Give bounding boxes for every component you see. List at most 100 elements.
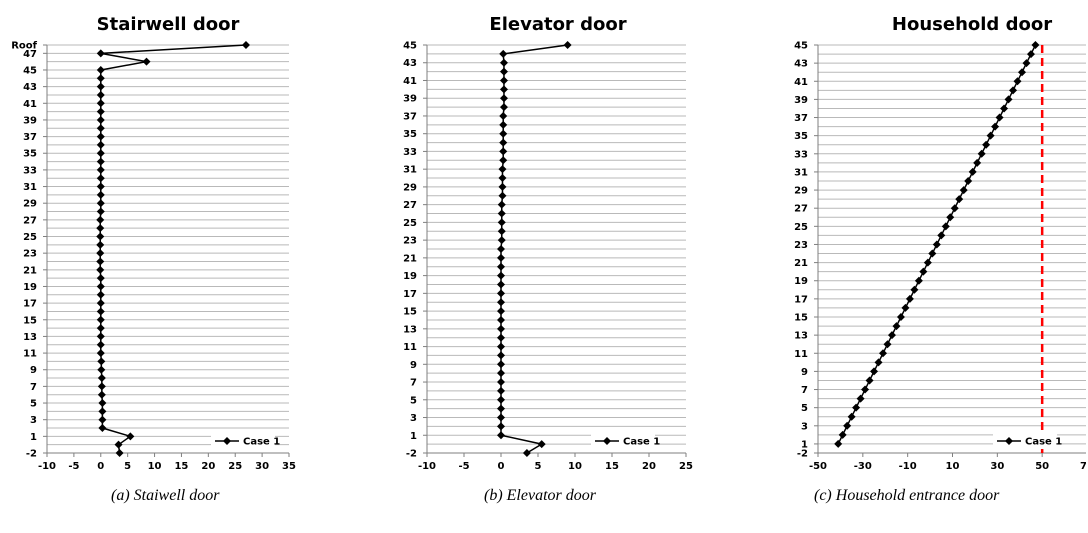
- data-point: [98, 415, 107, 424]
- x-tick-label: 30: [990, 461, 1004, 472]
- data-point: [96, 240, 105, 249]
- y-tick-label: 39: [794, 95, 808, 106]
- chart-title: Stairwell door: [97, 14, 240, 35]
- data-point: [537, 440, 546, 449]
- y-tick-label: 17: [23, 299, 37, 310]
- data-point: [1009, 86, 1018, 95]
- x-tick-label: -5: [458, 461, 469, 472]
- data-point: [901, 303, 910, 312]
- legend-marker: [223, 437, 231, 445]
- y-tick-label: 3: [410, 413, 417, 424]
- data-point: [96, 65, 105, 74]
- household-door-chart: Household door 45 43 41 39 37 35 33 31 29 27 25 23 21…: [736, 0, 1086, 533]
- x-tick-label: 15: [174, 461, 188, 472]
- data-point: [852, 403, 861, 412]
- data-point: [497, 253, 505, 262]
- data-point: [96, 74, 105, 83]
- y-tick-label: 45: [403, 41, 417, 52]
- data-point: [96, 99, 105, 108]
- data-point: [497, 395, 505, 404]
- data-point: [96, 315, 105, 324]
- data-point: [497, 298, 505, 307]
- data-point: [991, 122, 1000, 131]
- data-point: [986, 131, 995, 140]
- y-tick-label: 31: [23, 182, 37, 193]
- stairwell-door-chart-svg: Stairwell doorRoof4745434139373533312927…: [11, 14, 296, 472]
- data-point: [856, 394, 865, 403]
- legend-marker: [603, 437, 611, 445]
- data-point: [887, 331, 896, 340]
- data-point: [843, 421, 852, 430]
- y-tick-label: 7: [410, 378, 417, 389]
- y-tick-label: 15: [794, 313, 808, 324]
- x-tick-label: 20: [201, 461, 215, 472]
- y-tick-label: 25: [794, 222, 808, 233]
- data-point: [96, 199, 105, 208]
- data-point: [497, 236, 506, 245]
- data-point: [98, 407, 107, 416]
- y-tick-label: -2: [406, 449, 417, 460]
- y-tick-label: 39: [23, 115, 37, 126]
- data-point: [1000, 104, 1009, 113]
- data-point: [896, 313, 905, 321]
- data-point: [96, 207, 105, 216]
- y-tick-label: 45: [794, 41, 808, 52]
- y-tick-label: 9: [410, 360, 417, 371]
- data-point: [497, 280, 505, 289]
- data-point: [499, 103, 508, 112]
- y-tick-label: 9: [30, 365, 37, 376]
- data-point: [946, 213, 955, 222]
- data-point: [522, 449, 531, 457]
- data-point: [497, 271, 505, 280]
- data-point: [865, 376, 874, 385]
- y-tick-label: 1: [30, 432, 37, 443]
- y-tick-label: 41: [403, 76, 417, 87]
- household-door-chart-svg: Household door45434139373533312927252321…: [794, 14, 1086, 472]
- elevator-door-chart-svg: Elevator door454341393735333129272523211…: [403, 14, 693, 472]
- data-point: [497, 386, 505, 395]
- data-point: [497, 200, 506, 209]
- data-point: [97, 382, 106, 391]
- data-point: [498, 174, 507, 183]
- data-point: [114, 440, 123, 449]
- y-tick-label: 21: [794, 258, 808, 269]
- y-tick-label: 7: [30, 382, 37, 393]
- data-point: [497, 360, 505, 369]
- y-tick-label: 27: [794, 204, 808, 215]
- data-point: [968, 167, 977, 176]
- data-point: [497, 262, 505, 271]
- y-tick-label: 9: [801, 367, 808, 378]
- data-point: [497, 351, 505, 360]
- data-point: [870, 367, 879, 376]
- y-tick-label: 3: [801, 421, 808, 432]
- x-tick-label: -10: [38, 461, 56, 472]
- data-point: [497, 227, 506, 236]
- data-point: [1026, 50, 1035, 59]
- data-point: [499, 94, 508, 103]
- data-point: [497, 369, 505, 378]
- data-point: [914, 276, 923, 285]
- data-point: [982, 140, 991, 149]
- x-tick-label: 10: [946, 461, 960, 472]
- x-tick-label: -5: [68, 461, 79, 472]
- y-tick-label: 1: [410, 431, 417, 442]
- stairwell-series-line: [99, 44, 247, 454]
- y-tick-label: -2: [797, 449, 808, 460]
- data-point: [497, 315, 505, 324]
- y-tick-label: 13: [23, 332, 37, 343]
- data-point: [499, 49, 508, 58]
- data-point: [937, 231, 946, 240]
- y-tick-label: 3: [30, 415, 37, 426]
- x-tick-label: -10: [418, 461, 436, 472]
- x-tick-label: 70: [1080, 461, 1086, 472]
- data-point: [96, 49, 105, 58]
- data-point: [497, 404, 505, 413]
- y-tick-label: 5: [410, 395, 417, 406]
- x-tick-label: 5: [124, 461, 131, 472]
- y-tick-label: 23: [23, 249, 37, 260]
- chart-title: Household door: [892, 14, 1052, 35]
- legend-label: Case 1: [1025, 437, 1062, 448]
- x-tick-label: 30: [255, 461, 269, 472]
- data-point: [497, 324, 505, 333]
- data-point: [919, 267, 928, 276]
